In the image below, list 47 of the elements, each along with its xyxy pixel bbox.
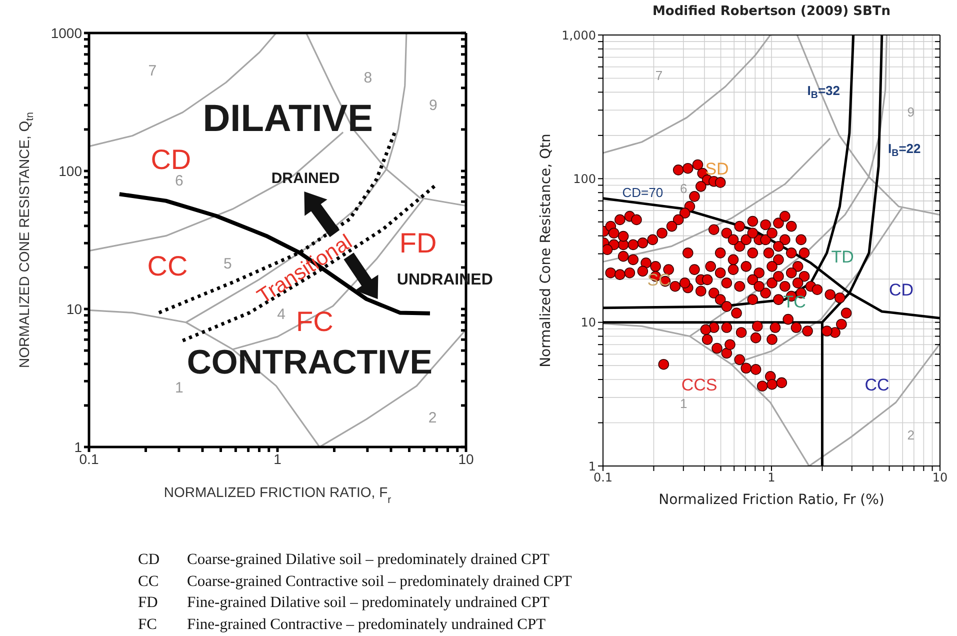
- x-tick-label: 0.1: [593, 470, 613, 485]
- annotation: 8: [364, 68, 372, 86]
- y-tick-label: 10: [580, 316, 596, 330]
- y-axis-title: Normalized Cone Resistance, Qtn: [538, 134, 554, 368]
- x-tick-label: 1: [768, 470, 776, 485]
- annotation: FC: [296, 305, 334, 336]
- x-tick-label: 10: [458, 450, 474, 467]
- x-tick-label: 1: [274, 450, 282, 467]
- text: FC Fine-grained Contractive – predominately undrained CPT: [138, 616, 546, 632]
- annotation: 9: [907, 104, 915, 120]
- y-tick-label: 1,000: [562, 28, 596, 42]
- annotation: TD: [831, 246, 854, 266]
- annotation: CD: [888, 280, 914, 300]
- annotation: 6: [680, 180, 688, 196]
- text: FD Fine-grained Dilative soil – predominately undrained CPT: [138, 594, 550, 611]
- annotation: CC: [147, 250, 188, 282]
- annotation: CC: [864, 374, 890, 394]
- annotation: 7: [148, 62, 157, 80]
- annotation: 2: [428, 409, 437, 426]
- annotation: 9: [429, 96, 438, 114]
- annotation: 5: [223, 254, 232, 272]
- annotation: CCS: [681, 374, 718, 394]
- annotation: I$_{B}$=32: [807, 82, 840, 101]
- text: CC Coarse-grained Contractive soil – predominately drained CPT: [138, 572, 572, 590]
- x-tick-label: 10: [932, 470, 948, 485]
- y-tick-label: 100: [58, 162, 82, 179]
- annotation: CD=70: [622, 184, 664, 200]
- annotation: DRAINED: [271, 169, 340, 186]
- annotation: CONTRACTIVE: [186, 343, 432, 382]
- annotation: DILATIVE: [202, 98, 374, 140]
- annotation: 1: [680, 395, 688, 410]
- annotation: 2: [907, 426, 915, 442]
- y-tick-label: 10: [66, 300, 82, 317]
- annotation: CD: [150, 144, 192, 175]
- annotation: FD: [399, 227, 437, 258]
- annotation: 6: [175, 172, 184, 190]
- text: CD Coarse-grained Dilative soil – predominately drained CPT: [138, 551, 550, 568]
- annotation: SD: [705, 158, 729, 178]
- annotation: 7: [655, 67, 663, 82]
- x-axis-title: Normalized Friction Ratio, Fr (%): [658, 492, 884, 508]
- y-tick-label: 100: [573, 172, 596, 186]
- annotation: 4: [277, 305, 286, 322]
- x-axis-title: NORMALIZED FRICTION RATIO, F$_{r}$: [164, 484, 392, 506]
- y-tick-label: 1000: [50, 24, 82, 41]
- chart-title: Modified Robertson (2009) SBTn: [651, 4, 892, 19]
- annotation: I$_{B}$=22: [888, 140, 921, 160]
- annotation: 1: [175, 379, 184, 396]
